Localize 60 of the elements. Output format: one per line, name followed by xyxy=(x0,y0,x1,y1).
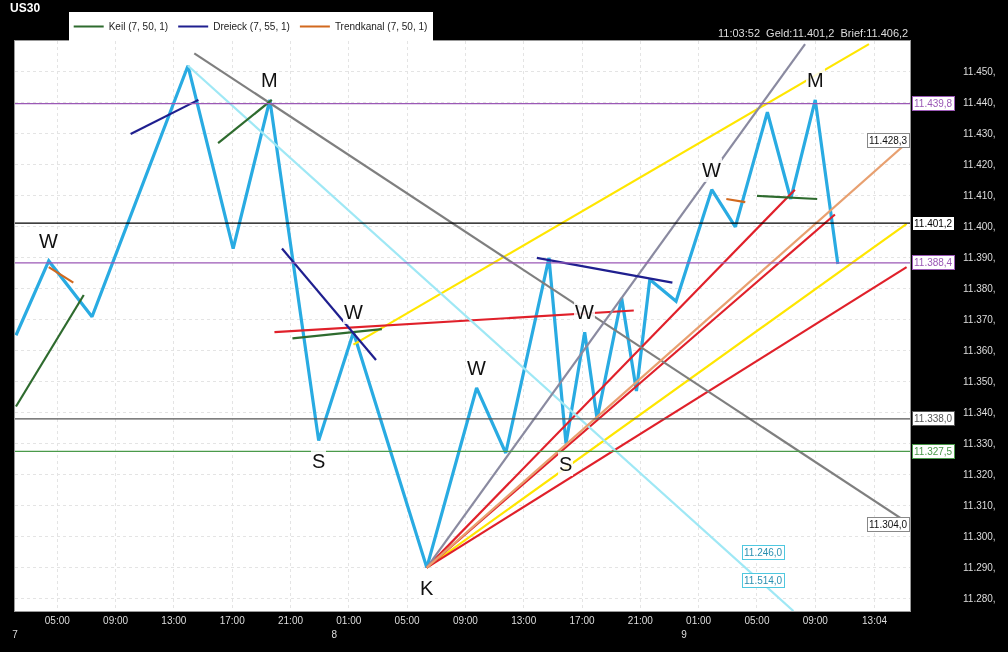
annotation: S xyxy=(559,453,573,475)
y-tick-label: 11.300, xyxy=(963,531,996,543)
y-tick-label: 11.320, xyxy=(963,469,996,481)
y-tick-label: 11.340, xyxy=(963,407,996,419)
y-tick-label: 11.380, xyxy=(963,283,996,295)
chart-title: US30 xyxy=(10,0,41,15)
ref-line-label: 11.338,0 xyxy=(914,413,953,424)
legend-label: Trendkanal (7, 50, 1) xyxy=(334,21,428,33)
chart-subtitle: 11:03:52 Geld:11.401,2 Brief:11.406,2 xyxy=(718,27,909,39)
annotation: W xyxy=(702,159,721,181)
x-tick-label: 01:00 xyxy=(686,615,712,626)
y-tick-label: 11.330, xyxy=(963,438,996,450)
y-tick-label: 11.350, xyxy=(963,376,996,388)
y-tick-label: 11.410, xyxy=(963,190,996,202)
y-tick-label: 11.400, xyxy=(963,221,996,233)
y-tick-label: 11.310, xyxy=(963,500,996,512)
ref-line-label: 11.388,4 xyxy=(914,257,953,268)
y-tick-label: 11.450, xyxy=(963,66,996,78)
x-tick-label: 05:00 xyxy=(744,615,770,626)
y-tick-label: 11.430, xyxy=(963,128,996,140)
y-tick-label: 11.440, xyxy=(963,97,996,109)
x-tick-label: 17:00 xyxy=(569,615,595,626)
legend-label: Dreieck (7, 55, 1) xyxy=(213,21,290,33)
ref-line-label: 11.401,2 xyxy=(914,218,953,229)
x-tick-label: 01:00 xyxy=(336,615,362,626)
x-tick-label: 17:00 xyxy=(219,615,246,626)
annotation: K xyxy=(420,577,434,599)
annotation: W xyxy=(39,230,58,252)
ref-line-label: 11.327,5 xyxy=(914,446,953,457)
x-tick-label: 09:00 xyxy=(802,615,829,626)
x-tick-label: 21:00 xyxy=(277,615,304,626)
x-tick-label: 05:00 xyxy=(394,615,421,626)
x2-tick-label: 7 xyxy=(12,629,19,640)
y-tick-label: 11.370, xyxy=(963,314,996,326)
x-tick-label: 13:04 xyxy=(862,615,888,626)
y-tick-label: 11.360, xyxy=(963,345,996,357)
annotation: 11.428,3 xyxy=(869,135,908,146)
annotation: W xyxy=(344,301,363,323)
annotation: S xyxy=(312,450,326,472)
annotation: 11.304,0 xyxy=(869,519,908,530)
x-tick-label: 05:00 xyxy=(44,615,71,626)
y-tick-label: 11.420, xyxy=(963,159,996,171)
x2-tick-label: 9 xyxy=(681,629,688,640)
annotation: W xyxy=(575,301,594,323)
annotation: 11.246,0 xyxy=(744,547,783,558)
annotation: M xyxy=(807,69,824,91)
annotation: 11.514,0 xyxy=(744,575,783,586)
x2-tick-label: 8 xyxy=(331,629,338,640)
legend-label: Keil (7, 50, 1) xyxy=(108,21,169,33)
x-tick-label: 09:00 xyxy=(103,615,129,626)
x-tick-label: 13:00 xyxy=(161,615,187,626)
annotation: W xyxy=(467,357,486,379)
y-tick-label: 11.290, xyxy=(963,562,996,574)
x-tick-label: 13:00 xyxy=(511,615,537,626)
y-tick-label: 11.280, xyxy=(963,593,996,605)
x-tick-label: 09:00 xyxy=(452,615,479,626)
x-tick-label: 21:00 xyxy=(627,615,654,626)
ref-line-label: 11.439,8 xyxy=(914,98,953,109)
y-tick-label: 11.390, xyxy=(963,252,996,264)
annotation: M xyxy=(261,69,278,91)
